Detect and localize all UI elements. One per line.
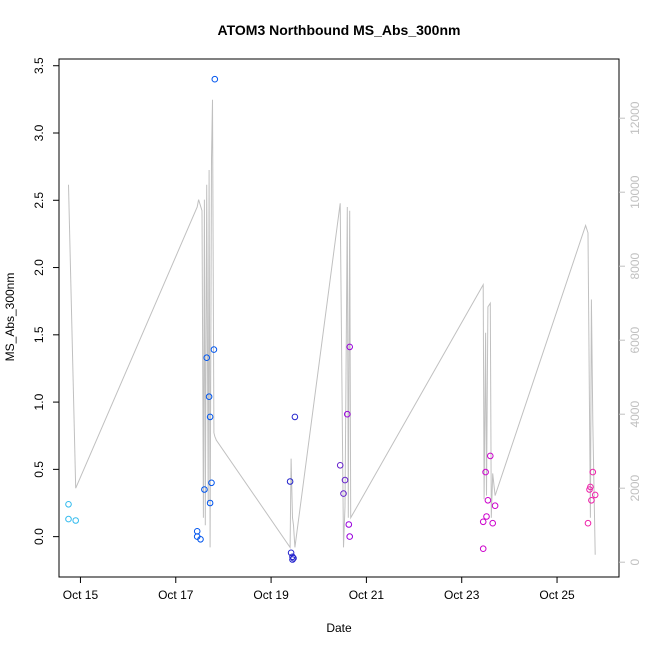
y2-axis: 0 2000 4000 6000 8000 10000 12000 xyxy=(619,101,642,566)
x-tick-label: Oct 15 xyxy=(63,588,99,602)
data-point xyxy=(584,519,592,527)
y-axis: 0.0 0.5 1.0 1.5 2.0 2.5 3.0 3.5 xyxy=(32,57,59,545)
y2-tick-label: 0 xyxy=(628,559,642,566)
data-point xyxy=(291,413,299,421)
data-point xyxy=(65,501,72,508)
data-point xyxy=(203,354,210,362)
data-point xyxy=(206,499,214,507)
plot-frame xyxy=(58,58,620,578)
data-point xyxy=(197,536,204,543)
data-point xyxy=(206,413,214,421)
y-tick-label: 1.5 xyxy=(32,326,46,343)
data-point xyxy=(344,410,351,418)
y2-tick-label: 4000 xyxy=(628,401,642,428)
data-point xyxy=(340,490,347,497)
data-point xyxy=(587,483,594,491)
series-line xyxy=(68,99,596,555)
data-point xyxy=(210,346,218,353)
x-tick-label: Oct 23 xyxy=(444,588,480,602)
data-point xyxy=(65,515,72,523)
data-point xyxy=(287,549,295,557)
data-point xyxy=(289,556,296,563)
data-point xyxy=(286,478,294,485)
y2-tick-label: 6000 xyxy=(628,327,642,354)
x-axis: Oct 15 Oct 17 Oct 19 Oct 21 Oct 23 Oct 25 xyxy=(63,577,575,602)
y-tick-label: 3.5 xyxy=(32,57,46,74)
data-point xyxy=(591,491,599,499)
y2-tick-label: 12000 xyxy=(628,101,642,135)
y-tick-label: 3.0 xyxy=(32,124,46,141)
x-tick-label: Oct 25 xyxy=(539,588,575,602)
point-layer xyxy=(65,75,599,563)
data-point xyxy=(484,497,492,504)
line-layer xyxy=(68,99,596,555)
data-point xyxy=(72,517,79,524)
y2-tick-label: 2000 xyxy=(628,475,642,502)
data-point xyxy=(589,468,597,476)
data-point xyxy=(483,513,490,520)
data-point xyxy=(489,519,497,527)
data-point xyxy=(346,343,354,351)
data-point xyxy=(289,553,296,561)
data-point xyxy=(487,452,494,460)
x-axis-label: Date xyxy=(326,621,352,635)
chart-title: ATOM3 Northbound MS_Abs_300nm xyxy=(218,22,461,38)
data-point xyxy=(588,497,595,504)
data-point xyxy=(479,545,487,553)
y2-tick-label: 10000 xyxy=(628,175,642,209)
data-point xyxy=(479,518,487,526)
x-tick-label: Oct 17 xyxy=(158,588,194,602)
data-point xyxy=(491,502,499,510)
y-tick-label: 1.0 xyxy=(32,393,46,410)
y-tick-label: 0.5 xyxy=(32,461,46,478)
data-point xyxy=(208,479,215,487)
data-point xyxy=(211,75,219,83)
y2-tick-label: 8000 xyxy=(628,253,642,280)
data-point xyxy=(482,468,489,476)
y-axis-label: MS_Abs_300nm xyxy=(3,273,17,362)
data-point xyxy=(201,486,208,493)
data-point xyxy=(336,462,344,469)
y-tick-label: 2.5 xyxy=(32,192,46,209)
y-tick-label: 2.0 xyxy=(32,259,46,276)
data-point xyxy=(345,521,353,528)
y-tick-label: 0.0 xyxy=(32,528,46,545)
x-tick-label: Oct 19 xyxy=(253,588,289,602)
data-point xyxy=(341,476,349,484)
data-point xyxy=(290,554,297,562)
data-point xyxy=(205,393,213,401)
data-point xyxy=(346,533,354,540)
x-tick-label: Oct 21 xyxy=(349,588,385,602)
